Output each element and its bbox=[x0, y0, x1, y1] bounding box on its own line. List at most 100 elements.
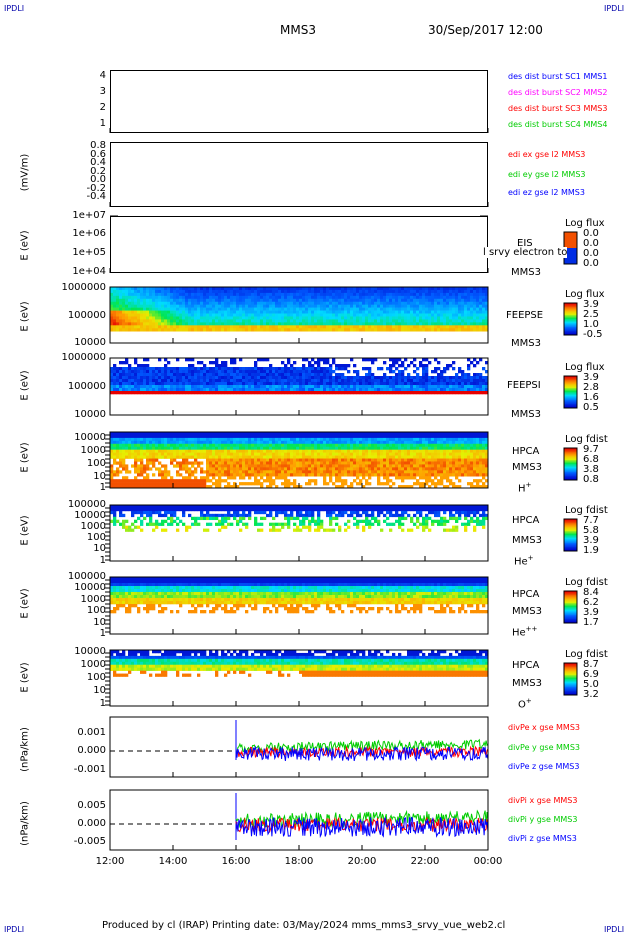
hpca-h-cell bbox=[176, 443, 180, 448]
feepse-cell bbox=[446, 319, 450, 323]
feepse-cell bbox=[242, 322, 246, 326]
hpca-h-cell bbox=[263, 440, 267, 445]
feepse-cell bbox=[428, 307, 432, 311]
hpca-h-cell bbox=[260, 449, 264, 453]
feepsi-cell bbox=[173, 367, 177, 371]
feepse-cell bbox=[299, 295, 303, 300]
feepse-cell bbox=[218, 310, 222, 314]
feepse-cell bbox=[113, 307, 117, 311]
hpca-h-cell bbox=[254, 452, 258, 456]
feepse-cell bbox=[404, 310, 408, 314]
feepse-cell bbox=[194, 298, 198, 303]
feepse-cell bbox=[260, 295, 264, 300]
hpca-h-cell bbox=[242, 440, 246, 445]
hpca-h-cell bbox=[164, 449, 168, 453]
hpca-h-cell bbox=[365, 482, 369, 486]
feepse-cell bbox=[305, 292, 309, 297]
feepse-cell bbox=[404, 292, 408, 297]
hpca-h-cell bbox=[140, 482, 144, 486]
feepse-cell bbox=[368, 287, 372, 291]
feepse-cell bbox=[284, 292, 288, 297]
hpca-h-cell bbox=[320, 434, 324, 439]
feepse-cell bbox=[242, 307, 246, 311]
feepsi-cell bbox=[158, 370, 162, 374]
feepse-cell bbox=[233, 322, 237, 326]
hpca-h-cell bbox=[392, 449, 396, 453]
feepse-cell bbox=[395, 304, 399, 308]
feepse-cell bbox=[308, 310, 312, 314]
feepsi-cell bbox=[353, 388, 357, 392]
hpca-h-cell bbox=[203, 437, 207, 442]
feepse-cell bbox=[338, 322, 342, 326]
feepsi-cell bbox=[155, 379, 159, 383]
feepse-cell bbox=[440, 307, 444, 311]
feepsi-cell bbox=[308, 361, 312, 365]
feepsi-cell bbox=[458, 379, 462, 383]
feepse-cell bbox=[458, 316, 462, 320]
feepsi-cell bbox=[392, 391, 396, 395]
feepsi-cell bbox=[365, 358, 369, 362]
hpca-h-cell bbox=[281, 473, 285, 477]
feepse-cell bbox=[158, 287, 162, 291]
feepse-cell bbox=[446, 304, 450, 308]
hpca-h-cell bbox=[326, 470, 330, 474]
hpca-h-cell bbox=[374, 437, 378, 442]
feepsi-cell bbox=[218, 382, 222, 386]
feepsi-cell bbox=[395, 382, 399, 386]
feepse-cell bbox=[218, 328, 222, 332]
feepse-cell bbox=[365, 316, 369, 320]
feepsi-cell bbox=[353, 391, 357, 395]
feepsi-cell bbox=[317, 382, 321, 386]
hpca-h-cell bbox=[140, 458, 144, 462]
hpca-h-cell bbox=[284, 432, 288, 436]
hpca-h-cell bbox=[365, 461, 369, 465]
feepse-cell bbox=[329, 289, 333, 294]
feepsi-cell bbox=[374, 385, 378, 389]
hpca-h-cell bbox=[380, 467, 384, 471]
feepsi-cell bbox=[140, 385, 144, 389]
hpca-h-cell bbox=[413, 470, 417, 474]
hpca-h-cell bbox=[203, 449, 207, 453]
feepsi-cell bbox=[290, 391, 294, 395]
feepsi-cell bbox=[437, 367, 441, 371]
feepse-cell bbox=[116, 287, 120, 291]
feepse-cell bbox=[134, 328, 138, 332]
feepsi-cell bbox=[185, 367, 189, 371]
feepsi-cell bbox=[188, 370, 192, 374]
feepse-cell bbox=[293, 298, 297, 303]
feepsi-cell bbox=[221, 379, 225, 383]
hpca-h-cell bbox=[326, 464, 330, 468]
feepsi-cell bbox=[440, 385, 444, 389]
hpca-h-cell bbox=[245, 437, 249, 442]
feepse-cell bbox=[422, 325, 426, 329]
feepsi-cell bbox=[407, 385, 411, 389]
hpca-h-cell bbox=[239, 458, 243, 462]
hpca-h-cell bbox=[395, 476, 399, 480]
feepse-cell bbox=[173, 325, 177, 329]
feepsi-cell bbox=[233, 391, 237, 395]
hpca-h-cell bbox=[353, 473, 357, 477]
feepse-cell bbox=[401, 310, 405, 314]
feepse-cell bbox=[119, 310, 123, 314]
feepse-cell bbox=[125, 319, 129, 323]
feepse-cell bbox=[335, 322, 339, 326]
feepsi-cell bbox=[206, 373, 210, 377]
feepse-cell bbox=[329, 325, 333, 329]
feepsi-cell bbox=[272, 376, 276, 380]
feepsi-cell bbox=[278, 382, 282, 386]
hpca-h-cell bbox=[185, 470, 189, 474]
hpca-h-cell bbox=[239, 452, 243, 456]
hpca-h-cell bbox=[179, 485, 183, 489]
feepse-cell bbox=[269, 301, 273, 305]
hpca-h-cell bbox=[380, 443, 384, 448]
feepsi-cell bbox=[425, 358, 429, 362]
hpca-h-cell bbox=[269, 476, 273, 480]
feepse-cell bbox=[194, 292, 198, 297]
feepsi-cell bbox=[242, 379, 246, 383]
feepsi-cell bbox=[413, 364, 417, 368]
hpca-h-cell bbox=[419, 449, 423, 453]
feepse-cell bbox=[284, 328, 288, 332]
feepse-cell bbox=[422, 316, 426, 320]
hpca-h-cell bbox=[263, 479, 267, 483]
feepse-cell bbox=[335, 289, 339, 294]
